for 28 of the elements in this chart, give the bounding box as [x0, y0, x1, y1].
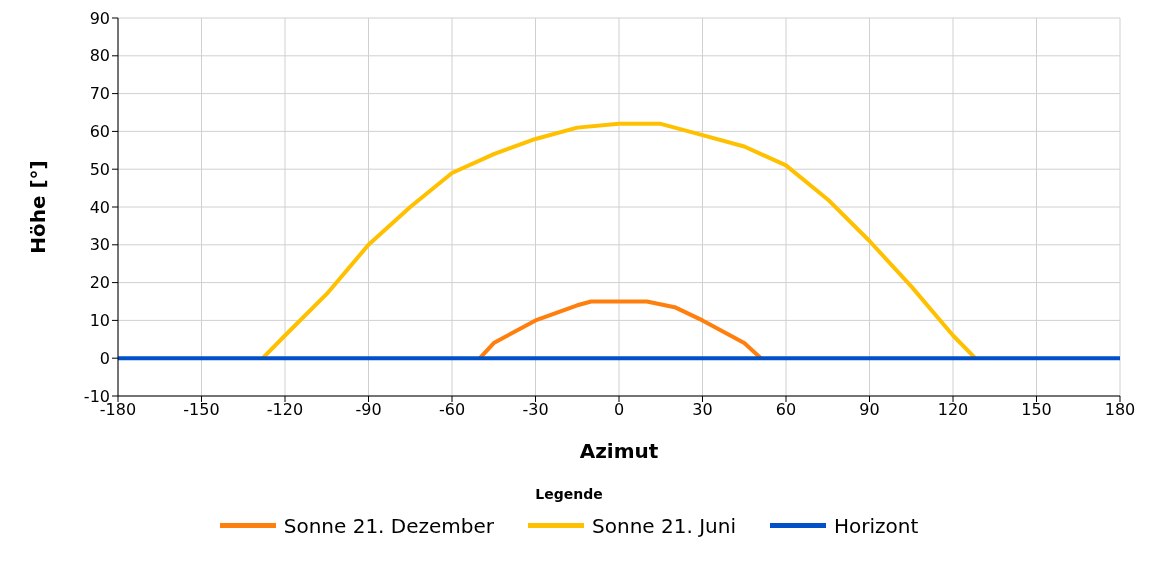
- x-tick-label: 120: [937, 400, 969, 420]
- y-tick-label: 50: [89, 159, 110, 179]
- y-tick-label: 20: [89, 273, 110, 293]
- y-tick-label: 0: [99, 348, 110, 368]
- y-tick-label: 30: [89, 235, 110, 255]
- legend-label: Sonne 21. Dezember: [282, 514, 495, 538]
- x-tick-label: 0: [613, 400, 625, 420]
- x-tick-label: 90: [859, 400, 880, 420]
- x-tick-label: -120: [266, 400, 304, 420]
- x-tick-label: 60: [775, 400, 797, 420]
- x-tick-label: 30: [692, 400, 713, 420]
- y-axis-title: Höhe [°]: [26, 160, 51, 254]
- x-tick-label: -150: [183, 400, 220, 420]
- x-axis-title: Azimut: [579, 439, 659, 463]
- y-tick-label: 70: [89, 84, 110, 104]
- x-tick-label: 150: [1021, 400, 1052, 420]
- x-tick-label: -90: [355, 400, 382, 420]
- y-tick-label: 80: [89, 46, 110, 66]
- x-tick-label: 180: [1104, 400, 1136, 420]
- y-tick-label: 40: [89, 197, 110, 217]
- legend-title: Legende: [534, 486, 604, 502]
- y-tick-label: 60: [89, 122, 110, 142]
- legend-label: Horizont: [832, 514, 919, 538]
- y-tick-label: 10: [89, 311, 110, 331]
- legend-label: Sonne 21. Juni: [591, 514, 736, 538]
- y-tick-label: 90: [89, 8, 110, 28]
- x-tick-label: -30: [522, 400, 549, 420]
- x-tick-label: -60: [438, 400, 466, 420]
